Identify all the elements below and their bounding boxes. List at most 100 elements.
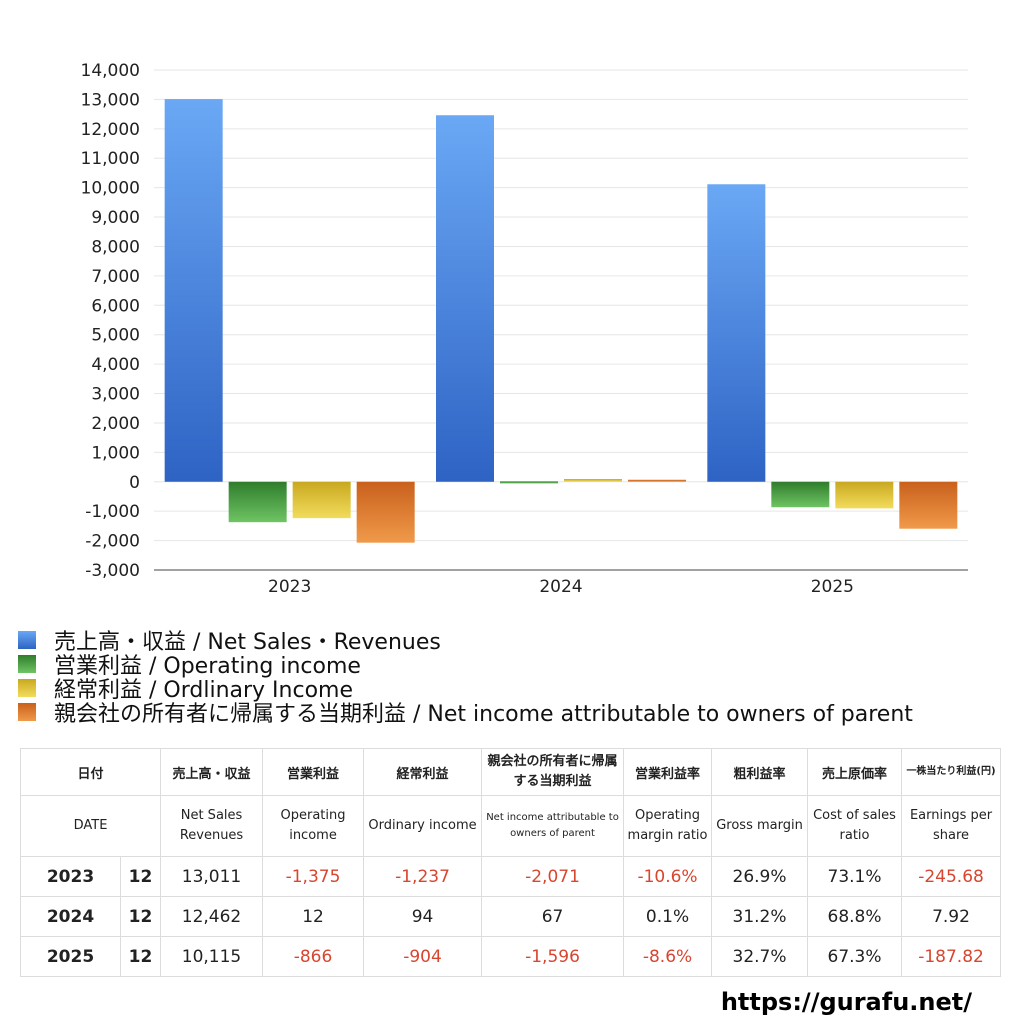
header-date-jp: 日付 bbox=[19, 748, 162, 796]
y-tick-label: 12,000 bbox=[81, 120, 140, 140]
header-net-jp: 親会社の所有者に帰属する当期利益 bbox=[481, 748, 625, 796]
header-op-en: Operating income bbox=[262, 795, 365, 857]
y-tick-label: 1,000 bbox=[91, 443, 140, 463]
header-ord-jp: 経常利益 bbox=[363, 748, 483, 796]
header-op-jp: 営業利益 bbox=[262, 748, 365, 796]
financial-table: 日付 売上高・収益 営業利益 経常利益 親会社の所有者に帰属する当期利益 営業利… bbox=[19, 748, 1002, 977]
bars bbox=[164, 99, 958, 543]
y-tick-label: 2,000 bbox=[91, 414, 140, 434]
cell-cos: 73.1% bbox=[807, 856, 903, 897]
header-eps-en: Earnings per share bbox=[901, 795, 1002, 857]
cell-eps: -187.82 bbox=[901, 936, 1002, 977]
site-url: https://gurafu.net/ bbox=[720, 988, 972, 1016]
y-tick-label: 7,000 bbox=[91, 267, 140, 287]
bar-2024-series-0 bbox=[436, 115, 494, 482]
bar-chart: 14,000 13,000 12,000 11,000 10,000 9,000 8,000… bbox=[81, 61, 968, 597]
legend-label: 営業利益 / Operating income bbox=[54, 654, 361, 679]
header-gm-en: Gross margin bbox=[711, 795, 809, 857]
bar-2023-series-3 bbox=[356, 481, 415, 543]
x-tick-label: 2024 bbox=[539, 577, 582, 597]
y-axis: 14,000 13,000 12,000 11,000 10,000 9,000 8,000… bbox=[81, 61, 140, 581]
bar-2024-series-2 bbox=[564, 479, 622, 482]
legend: 売上高・収益 / Net Sales・Revenues 営業利益 / Opera… bbox=[18, 628, 913, 727]
y-tick-label: 14,000 bbox=[81, 61, 140, 81]
legend-swatch bbox=[18, 631, 36, 649]
x-axis: 2023 2024 2025 bbox=[154, 569, 968, 597]
cell-sales: 10,115 bbox=[160, 936, 264, 977]
header-eps-jp: 一株当たり利益(円) bbox=[901, 748, 1002, 796]
y-tick-label: -3,000 bbox=[85, 561, 140, 581]
legend-label: 経常利益 / Ordlinary Income bbox=[54, 678, 353, 703]
bar-2025-series-1 bbox=[771, 481, 830, 508]
header-gm-jp: 粗利益率 bbox=[711, 748, 809, 796]
cell-gm: 26.9% bbox=[711, 856, 809, 897]
cell-opm: 0.1% bbox=[623, 896, 713, 937]
table-row: 2023 12 13,011 -1,375 -1,237 -2,071 -10.… bbox=[20, 856, 1002, 897]
legend-label: 売上高・収益 / Net Sales・Revenues bbox=[54, 630, 441, 655]
header-row-jp: 日付 売上高・収益 営業利益 経常利益 親会社の所有者に帰属する当期利益 営業利… bbox=[19, 748, 1002, 796]
legend-item-operating-income: 営業利益 / Operating income bbox=[18, 652, 913, 679]
y-tick-label: -1,000 bbox=[85, 502, 140, 522]
legend-swatch bbox=[18, 703, 36, 721]
header-cos-jp: 売上原価率 bbox=[807, 748, 903, 796]
header-date-en: DATE bbox=[19, 795, 162, 857]
cell-month: 12 bbox=[119, 936, 162, 977]
bar-2023-series-1 bbox=[228, 481, 287, 523]
cell-month: 12 bbox=[119, 856, 162, 897]
bar-2023-series-2 bbox=[292, 481, 351, 519]
cell-net: 67 bbox=[481, 896, 625, 937]
table-row: 2024 12 12,462 12 94 67 0.1% 31.2% 68.8%… bbox=[20, 896, 1002, 937]
header-sales-en: Net Sales Revenues bbox=[160, 795, 264, 857]
legend-item-net-sales: 売上高・収益 / Net Sales・Revenues bbox=[18, 628, 913, 655]
cell-gm: 31.2% bbox=[711, 896, 809, 937]
bar-2024-series-1 bbox=[500, 481, 558, 484]
y-tick-label: 3,000 bbox=[91, 385, 140, 405]
cell-sales: 12,462 bbox=[160, 896, 264, 937]
cell-opm: -10.6% bbox=[623, 856, 713, 897]
header-ord-en: Ordinary income bbox=[363, 795, 483, 857]
legend-item-net-income: 親会社の所有者に帰属する当期利益 / Net income attributab… bbox=[18, 700, 913, 727]
bar-2025-series-3 bbox=[899, 481, 958, 529]
header-cos-en: Cost of sales ratio bbox=[807, 795, 903, 857]
x-tick-label: 2025 bbox=[811, 577, 854, 597]
cell-opm: -8.6% bbox=[623, 936, 713, 977]
bar-2025-series-0 bbox=[707, 184, 766, 482]
header-opm-jp: 営業利益率 bbox=[623, 748, 713, 796]
y-tick-label: 13,000 bbox=[81, 90, 140, 110]
x-tick-label: 2023 bbox=[268, 577, 311, 597]
y-tick-label: 6,000 bbox=[91, 296, 140, 316]
y-tick-label: 11,000 bbox=[81, 149, 140, 169]
y-tick-label: 9,000 bbox=[91, 208, 140, 228]
cell-op: -1,375 bbox=[262, 856, 365, 897]
cell-sales: 13,011 bbox=[160, 856, 264, 897]
y-tick-label: 10,000 bbox=[81, 179, 140, 199]
cell-month: 12 bbox=[119, 896, 162, 937]
y-tick-label: 4,000 bbox=[91, 355, 140, 375]
cell-eps: -245.68 bbox=[901, 856, 1002, 897]
cell-op: -866 bbox=[262, 936, 365, 977]
table-row: 2025 12 10,115 -866 -904 -1,596 -8.6% 32… bbox=[20, 936, 1002, 977]
bar-2025-series-2 bbox=[835, 481, 894, 509]
header-opm-en: Operating margin ratio bbox=[623, 795, 713, 857]
cell-ord: -1,237 bbox=[363, 856, 483, 897]
cell-net: -1,596 bbox=[481, 936, 625, 977]
cell-gm: 32.7% bbox=[711, 936, 809, 977]
cell-ord: 94 bbox=[363, 896, 483, 937]
cell-cos: 68.8% bbox=[807, 896, 903, 937]
y-tick-label: -2,000 bbox=[85, 532, 140, 552]
cell-eps: 7.92 bbox=[901, 896, 1002, 937]
legend-item-ordinary-income: 経常利益 / Ordlinary Income bbox=[18, 676, 913, 703]
cell-ord: -904 bbox=[363, 936, 483, 977]
cell-year: 2024 bbox=[20, 896, 121, 937]
cell-year: 2023 bbox=[20, 856, 121, 897]
y-tick-label: 0 bbox=[129, 473, 140, 493]
bar-2023-series-0 bbox=[164, 99, 223, 482]
legend-swatch bbox=[18, 655, 36, 673]
header-row-en: DATE Net Sales Revenues Operating income… bbox=[19, 795, 1002, 857]
cell-cos: 67.3% bbox=[807, 936, 903, 977]
cell-net: -2,071 bbox=[481, 856, 625, 897]
y-tick-label: 5,000 bbox=[91, 326, 140, 346]
y-tick-label: 8,000 bbox=[91, 237, 140, 257]
header-sales-jp: 売上高・収益 bbox=[160, 748, 264, 796]
cell-op: 12 bbox=[262, 896, 365, 937]
